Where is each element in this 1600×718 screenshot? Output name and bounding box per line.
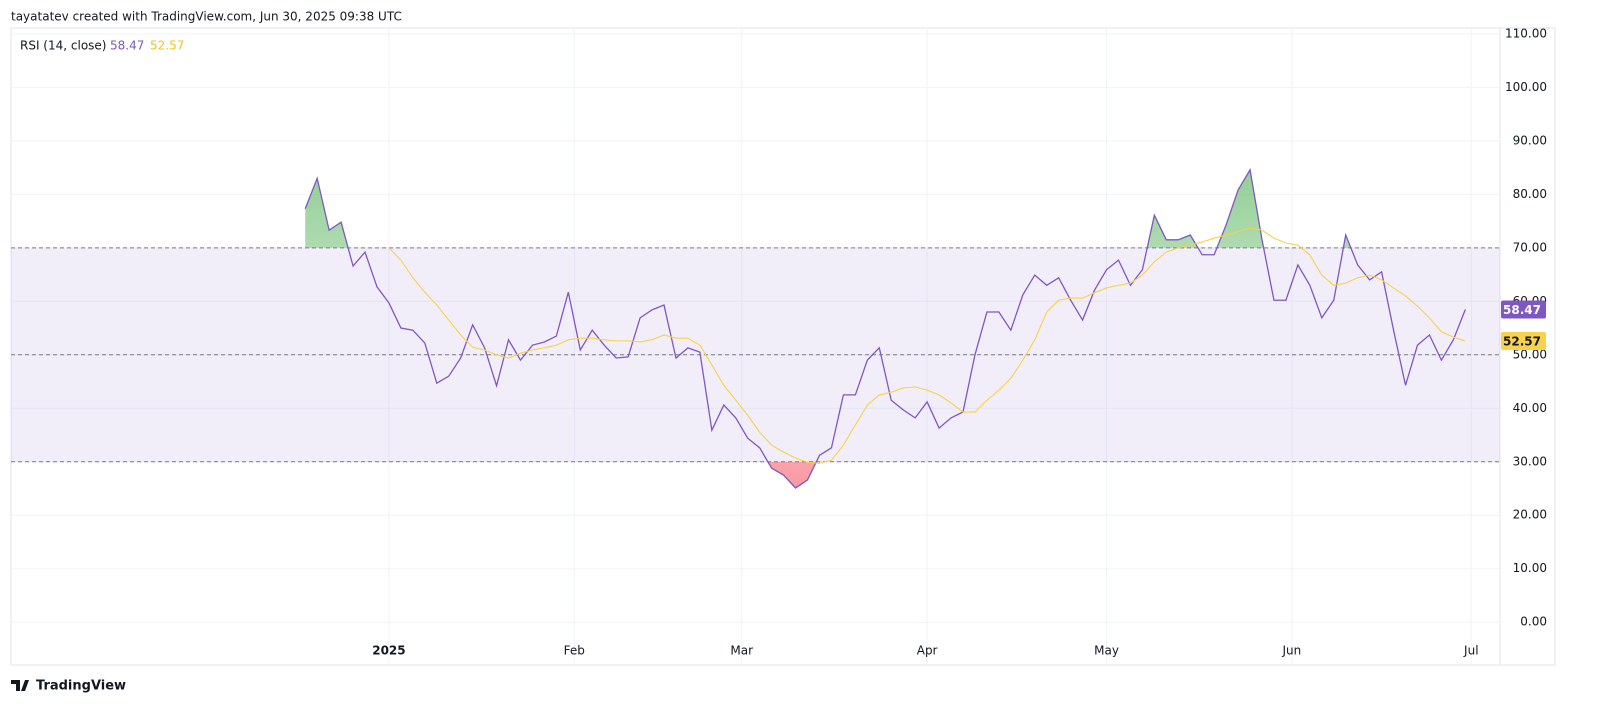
y-tick-label: 90.00 (1513, 133, 1547, 147)
plot-layer (11, 28, 1500, 665)
y-tick-label: 50.00 (1513, 347, 1547, 361)
y-tick-label: 10.00 (1513, 561, 1547, 575)
last-value-badge (1501, 300, 1546, 319)
x-tick-label: Feb (564, 644, 585, 658)
y-tick-label: 40.00 (1513, 401, 1547, 415)
rsi-line (304, 167, 1466, 489)
rsi-ma-line (388, 227, 1466, 464)
series-layer (304, 167, 1466, 489)
overbought-fill (305, 169, 1466, 248)
header-text: tayatatev created with TradingView.com, … (11, 10, 402, 24)
last-value-label: 58.47 (1503, 303, 1541, 317)
x-tick-label: Mar (730, 644, 753, 658)
y-tick-label: 100.00 (1505, 80, 1547, 94)
y-tick-label: 20.00 (1513, 508, 1547, 522)
legend-value: 52.57 (150, 39, 184, 53)
y-tick-label: 80.00 (1513, 187, 1547, 201)
x-tick-label: Apr (917, 644, 938, 658)
logo: TradingView (11, 679, 126, 694)
overbought-fill-group (305, 169, 1466, 248)
x-tick-label: May (1094, 644, 1119, 658)
y-tick-label: 70.00 (1513, 240, 1547, 254)
legend-title: RSI (14, close) (20, 39, 106, 53)
y-tick-label: 0.00 (1520, 615, 1547, 629)
x-tick-label: 2025 (372, 644, 405, 658)
x-tick-label: Jun (1282, 644, 1302, 658)
y-tick-label: 30.00 (1513, 454, 1547, 468)
x-tick-label: Jul (1463, 644, 1478, 658)
y-tick-label: 110.00 (1505, 26, 1547, 40)
last-value-label: 52.57 (1503, 335, 1541, 349)
logo-text: TradingView (36, 679, 126, 694)
legend-value: 58.47 (110, 39, 144, 53)
last-value-badge (1501, 332, 1546, 351)
plot-border (10, 27, 1556, 666)
